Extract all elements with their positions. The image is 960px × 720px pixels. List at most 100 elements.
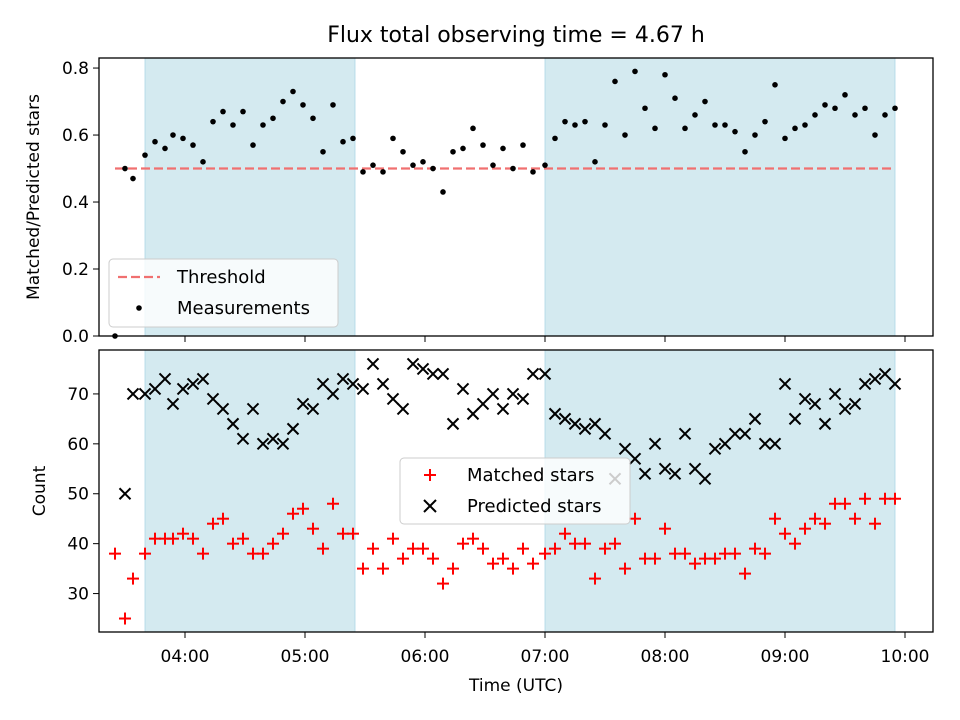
matched-star-marker xyxy=(207,517,219,530)
matched-star-marker xyxy=(559,527,571,540)
measurement-point xyxy=(190,142,196,148)
bottom-series-layer xyxy=(109,357,902,625)
predicted-star-marker xyxy=(366,357,380,371)
measurement-point xyxy=(582,118,588,125)
measurement-point xyxy=(572,122,578,128)
legend-measurements-label: Measurements xyxy=(177,298,310,319)
matched-star-marker xyxy=(759,547,771,560)
ratio-panel: 0.00.20.40.60.8 Matched/Predicted stars … xyxy=(24,57,934,347)
measurement-point xyxy=(380,169,386,175)
predicted-star-marker xyxy=(456,382,470,396)
predicted-star-marker xyxy=(526,367,540,381)
measurement-point xyxy=(612,78,618,85)
predicted-star-marker xyxy=(738,427,752,441)
x-tick-label: 08:00 xyxy=(641,647,690,667)
bottom-y-axis-label: Count xyxy=(30,465,50,516)
predicted-star-marker xyxy=(216,402,230,416)
matched-star-marker xyxy=(629,512,641,525)
measurement-point xyxy=(802,122,808,128)
measurement-point xyxy=(142,152,148,158)
predicted-star-marker xyxy=(858,377,872,391)
predicted-star-marker xyxy=(778,377,792,391)
predicted-star-marker xyxy=(386,392,400,406)
measurement-point xyxy=(390,135,396,142)
matched-star-marker xyxy=(227,537,239,550)
predicted-star-marker xyxy=(728,427,742,441)
matched-star-marker xyxy=(417,542,429,555)
predicted-star-marker xyxy=(486,387,500,401)
measurement-point xyxy=(552,135,558,142)
x-tick-label: 05:00 xyxy=(281,647,330,667)
measurement-point xyxy=(430,165,436,172)
matched-star-marker xyxy=(447,562,459,575)
measurement-point xyxy=(340,138,346,145)
matched-star-marker xyxy=(839,497,851,510)
matched-star-marker xyxy=(579,537,591,550)
matched-star-marker xyxy=(539,547,551,560)
matched-star-marker xyxy=(497,552,509,565)
predicted-star-marker xyxy=(558,412,572,426)
matched-star-marker xyxy=(257,547,269,560)
matched-star-marker xyxy=(709,552,721,565)
predicted-star-marker xyxy=(548,407,562,421)
matched-star-marker xyxy=(307,522,319,535)
matched-star-marker xyxy=(849,512,861,525)
top-shaded-intervals xyxy=(144,57,896,337)
matched-star-marker xyxy=(809,512,821,525)
measurement-point xyxy=(782,135,788,142)
measurement-point xyxy=(460,145,466,152)
predicted-star-marker xyxy=(538,367,552,381)
measurement-point xyxy=(662,71,668,78)
measurement-point xyxy=(520,142,526,148)
matched-star-marker xyxy=(507,562,519,575)
measurement-point xyxy=(812,112,818,118)
measurement-point xyxy=(130,175,136,182)
matched-star-marker xyxy=(297,502,309,515)
legend-measurements-swatch xyxy=(136,305,142,311)
predicted-star-marker xyxy=(588,417,602,431)
predicted-star-marker xyxy=(426,367,440,381)
predicted-star-marker xyxy=(138,387,152,401)
measurement-point xyxy=(450,148,456,155)
matched-star-marker xyxy=(377,562,389,575)
predicted-star-marker xyxy=(668,467,682,480)
matched-star-marker xyxy=(457,537,469,550)
measurement-point xyxy=(622,132,628,138)
predicted-star-marker xyxy=(768,437,782,451)
matched-star-marker xyxy=(327,497,339,510)
y-tick-label: 0.0 xyxy=(62,327,89,347)
measurement-point xyxy=(762,118,768,125)
predicted-star-marker xyxy=(638,467,652,480)
measurement-point xyxy=(490,162,496,168)
shaded-interval xyxy=(144,349,356,633)
matched-star-marker xyxy=(779,527,791,540)
matched-star-marker xyxy=(427,552,439,565)
matched-star-marker xyxy=(217,512,229,525)
predicted-star-marker xyxy=(888,377,902,391)
bottom-x-axis: 04:00 05:00 06:00 07:00 08:00 09:00 10:00 xyxy=(161,632,930,667)
predicted-star-marker xyxy=(808,397,822,411)
predicted-star-marker xyxy=(166,397,180,411)
predicted-star-marker xyxy=(186,377,200,391)
predicted-star-marker xyxy=(618,442,632,456)
matched-star-marker xyxy=(397,552,409,565)
measurement-point xyxy=(882,112,888,118)
predicted-star-marker xyxy=(688,462,702,475)
measurement-point xyxy=(310,115,316,122)
y-tick-label: 0.8 xyxy=(62,59,89,79)
measurement-point xyxy=(122,165,128,172)
matched-star-marker xyxy=(167,532,179,545)
y-tick-label: 60 xyxy=(67,435,89,455)
matched-star-marker xyxy=(177,527,189,540)
measurement-point xyxy=(652,125,658,132)
bottom-legend: Matched stars Predicted stars xyxy=(399,457,631,525)
matched-star-marker xyxy=(387,532,399,545)
top-legend: Threshold Measurements xyxy=(108,258,339,328)
predicted-star-marker xyxy=(828,387,842,401)
measurement-point xyxy=(792,125,798,132)
measurement-point xyxy=(672,95,678,101)
y-tick-label: 70 xyxy=(67,385,89,405)
matched-star-marker xyxy=(609,537,621,550)
measurement-point xyxy=(862,105,868,112)
measurement-point xyxy=(542,162,548,168)
